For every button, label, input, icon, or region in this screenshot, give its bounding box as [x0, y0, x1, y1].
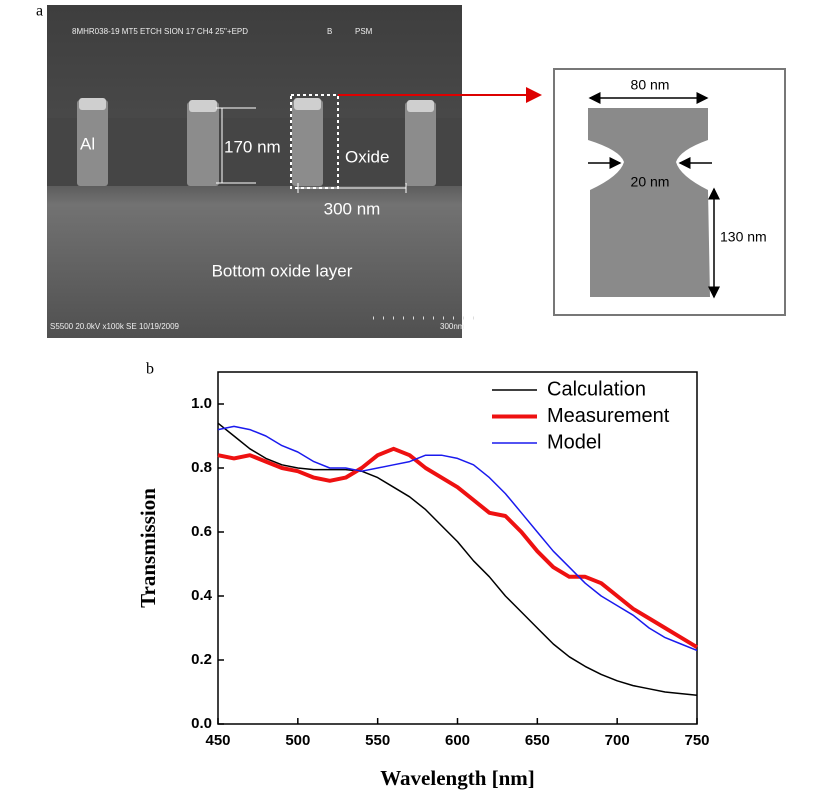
y-tick-label: 0.2 — [191, 651, 212, 668]
x-tick-label: 500 — [285, 732, 310, 749]
panel-label: b — [146, 361, 154, 378]
y-tick-label: 0.6 — [191, 523, 212, 540]
sem-header: PSM — [355, 27, 373, 36]
bottom-label: Bottom oxide layer — [212, 261, 353, 280]
pillar-tops — [79, 98, 434, 112]
sem-footer: S5500 20.0kV x100k SE 10/19/2009 — [50, 322, 180, 331]
schematic: 80 nm 20 nm 130 nm — [553, 68, 786, 316]
sem-header: B — [327, 27, 332, 36]
x-tick-label: 700 — [605, 732, 630, 749]
pitch-label: 300 nm — [324, 199, 381, 218]
scale-label: 300nm — [440, 322, 465, 331]
x-tick-label: 450 — [205, 732, 230, 749]
schematic-arrows — [588, 92, 720, 299]
height-label: 170 nm — [224, 137, 281, 156]
y-axis-label: Transmission — [136, 488, 160, 608]
legend-label: Model — [547, 431, 601, 453]
x-axis-label: Wavelength [nm] — [380, 766, 535, 790]
lower-height: 130 nm — [720, 229, 767, 245]
x-tick-label: 650 — [525, 732, 550, 749]
pillar-profile — [588, 108, 710, 297]
legend-label: Measurement — [547, 405, 670, 427]
y-tick-label: 0.8 — [191, 459, 212, 476]
y-tick-label: 1.0 — [191, 395, 212, 412]
series-line — [217, 446, 699, 649]
series-line — [217, 425, 698, 652]
neck-width: 20 nm — [631, 174, 670, 190]
al-label: Al — [80, 134, 95, 153]
top-width: 80 nm — [631, 77, 670, 93]
x-tick-label: 750 — [684, 732, 709, 749]
panel-label: a — [36, 3, 43, 20]
x-tick-label: 600 — [445, 732, 470, 749]
legend-label: Calculation — [547, 378, 646, 400]
chart: 0.0 0.2 0.4 0.6 0.8 1.0 450 500 550 600 650 700 750 W… — [136, 371, 710, 790]
series-line — [217, 422, 698, 696]
y-tick-label: 0.4 — [191, 587, 213, 604]
oxide-label: Oxide — [345, 147, 389, 166]
oxide-band — [47, 118, 462, 186]
sem-header: 8MHR038-19 MT5 ETCH SION 17 CH4 25"+EPD — [72, 27, 248, 36]
x-tick-label: 550 — [365, 732, 390, 749]
pillars — [77, 100, 436, 186]
sem-image: 8MHR038-19 MT5 ETCH SION 17 CH4 25"+EPD … — [47, 5, 542, 338]
dimension-lines — [216, 107, 407, 193]
y-tick-label: 0.0 — [191, 715, 212, 732]
